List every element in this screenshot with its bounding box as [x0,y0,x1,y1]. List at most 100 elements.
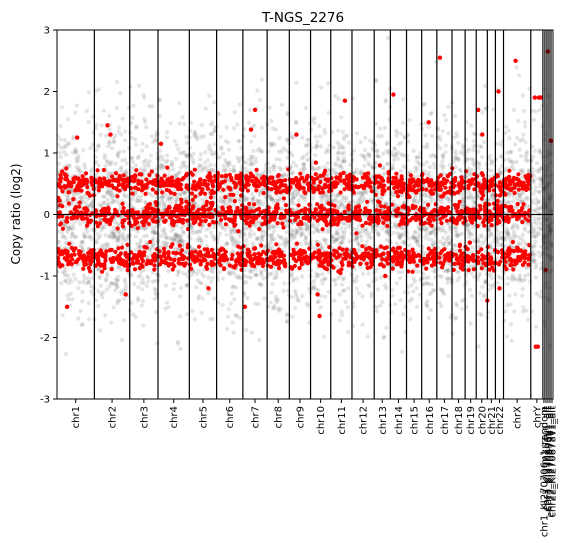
bin-point [107,113,112,118]
bin-point [303,106,308,111]
bin-point [408,316,413,322]
bin-point [488,283,493,288]
bin-point [218,134,223,139]
bin-point [82,233,87,238]
bin-point [476,344,481,349]
bin-point [346,330,351,335]
segment-point [66,262,71,267]
bin-point [520,293,525,298]
bin-point [257,199,262,204]
bin-point [519,168,524,173]
bin-point [87,235,92,240]
bin-point [79,323,84,328]
bin-point [298,241,303,246]
bin-point [73,150,78,155]
bin-point [188,128,193,133]
bin-point [120,241,125,247]
segment-point [107,179,112,184]
segment-point [135,259,141,264]
bin-point [305,227,310,232]
bin-point [123,286,128,291]
bin-point [424,160,429,165]
segment-point [120,201,125,206]
bin-point [336,96,341,101]
bin-point [153,139,159,144]
bin-point [88,202,93,208]
bin-point [407,298,412,304]
bin-point [198,152,203,157]
bin-point [277,135,282,141]
segment-point [74,259,79,264]
segment-point [118,176,124,181]
bin-point [247,234,253,239]
bin-point [473,131,478,136]
bin-point [208,162,213,167]
bin-point [311,230,316,235]
bin-point [63,278,68,283]
bin-point [273,127,279,132]
bin-point [86,90,91,95]
bin-point [219,145,224,150]
bin-point [80,240,85,245]
segment-point [110,174,115,179]
segment-point [147,201,153,207]
bin-point [210,270,215,275]
bin-point [85,197,90,202]
bin-point [120,158,125,163]
bin-point [505,334,510,339]
bin-point [427,231,432,236]
bin-point [153,224,158,229]
bin-point [399,140,404,145]
bin-point [211,225,216,230]
bin-point [489,168,494,173]
bin-point [90,142,95,147]
bin-point [110,196,115,201]
bin-point [201,134,206,139]
bin-point [376,134,381,139]
bin-point [459,231,464,236]
bin-point [73,235,78,240]
bin-point [422,250,427,256]
bin-point [114,106,119,111]
bin-point [137,245,143,250]
bin-point [112,234,117,239]
bin-point [118,166,123,172]
bin-point [162,229,167,235]
bin-point [289,191,294,196]
bin-point [102,155,107,160]
bin-point [289,273,294,278]
bin-point [523,124,528,129]
bin-point [209,279,214,285]
bin-point [96,289,101,294]
bin-point [427,164,433,170]
bin-point [322,277,327,282]
bin-point [73,149,78,154]
bin-point [334,231,339,236]
bin-point [452,170,457,175]
bin-point [299,232,304,237]
bin-point [400,270,405,275]
bin-point [337,146,342,151]
bin-point [63,144,68,149]
bin-point [467,287,473,292]
bin-point [175,272,180,278]
bin-point [441,235,446,240]
bin-point [360,294,365,299]
bin-point [115,80,120,85]
bin-point [434,59,439,65]
bin-point [98,233,103,238]
bin-point [121,192,126,197]
segment-point [83,171,89,176]
bin-point [98,217,104,223]
segment-point [146,221,151,227]
bin-point [272,303,277,308]
segment-point [83,178,88,183]
bin-point [94,122,99,127]
bin-point [412,229,418,234]
bin-point [79,195,84,200]
bin-point [360,322,365,327]
bin-point [511,107,516,112]
bin-point [114,238,119,244]
bin-point [88,234,93,239]
bin-point [121,288,126,293]
